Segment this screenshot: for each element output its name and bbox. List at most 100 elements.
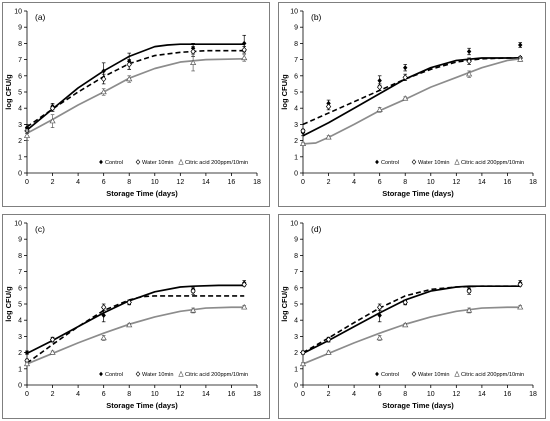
x-tick-label: 10 — [151, 391, 159, 398]
y-tick-label: 9 — [18, 237, 22, 244]
data-point — [49, 105, 56, 112]
x-tick-label: 16 — [504, 391, 512, 398]
x-tick-label: 12 — [176, 391, 184, 398]
x-tick-label: 4 — [352, 391, 356, 398]
x-tick-label: 12 — [452, 179, 460, 186]
x-tick-label: 12 — [176, 179, 184, 186]
legend-marker-3 — [178, 370, 184, 377]
data-point — [49, 349, 56, 355]
data-point — [24, 125, 30, 131]
y-tick-label: 4 — [18, 106, 22, 113]
data-point — [403, 65, 408, 71]
legend-marker-1 — [99, 371, 103, 377]
x-tick-label: 10 — [151, 179, 159, 186]
data-point — [402, 74, 408, 81]
x-axis-title: Storage Time (days) — [106, 401, 178, 410]
series-3-points — [299, 56, 524, 146]
fit-curve-1 — [26, 43, 245, 131]
data-point — [49, 117, 56, 124]
x-tick-label: 4 — [76, 179, 80, 186]
x-tick-label: 6 — [102, 391, 106, 398]
series-2-points — [300, 281, 523, 356]
y-tick-label: 6 — [18, 73, 22, 80]
chart-panel-d: 0 1 2 3 4 5 6 7 8 9 10 0 2 4 6 8 10 12 14 16 18 Storage Time … — [278, 214, 546, 419]
data-point — [466, 287, 472, 295]
fit-curve-3 — [302, 306, 521, 365]
legend-marker-3 — [454, 158, 460, 165]
y-tick-label: 7 — [18, 57, 22, 64]
chart-panel-b: 0 1 2 3 4 5 6 7 8 9 10 0 2 4 6 8 10 12 14 16 18 Storage Time … — [278, 2, 546, 207]
legend-marker-3 — [454, 370, 460, 377]
y-tick-label: 3 — [294, 122, 298, 129]
y-axis-title: log CFU/g — [4, 286, 13, 322]
y-tick-label: 10 — [14, 221, 22, 228]
data-point — [402, 95, 409, 101]
x-tick-label: 10 — [427, 179, 435, 186]
legend-label-1: Control — [105, 160, 123, 166]
x-tick-label: 14 — [478, 391, 486, 398]
data-point — [299, 140, 307, 146]
legend-label-3: Citric acid 200ppm/10min — [461, 372, 524, 378]
x-tick-label: 2 — [327, 391, 331, 398]
data-point — [101, 304, 107, 311]
y-tick-label: 9 — [294, 25, 298, 32]
data-point — [190, 59, 197, 65]
data-point — [377, 83, 383, 91]
data-point — [466, 58, 472, 65]
x-axis-title: Storage Time (days) — [106, 189, 178, 198]
data-point — [466, 307, 473, 313]
data-point — [376, 334, 383, 341]
data-point — [23, 132, 31, 138]
y-tick-label: 0 — [18, 383, 22, 390]
legend-label-1: Control — [105, 372, 123, 378]
y-tick-label: 7 — [18, 269, 22, 276]
y-tick-label: 5 — [18, 90, 22, 97]
x-tick-label: 2 — [51, 179, 55, 186]
y-tick-label: 4 — [294, 106, 298, 113]
x-tick-label: 8 — [403, 179, 407, 186]
y-tick-label: 5 — [294, 90, 298, 97]
x-tick-label: 2 — [51, 391, 55, 398]
data-point — [49, 336, 56, 343]
y-tick-label: 6 — [294, 73, 298, 80]
data-point — [126, 75, 133, 82]
fit-curve-2 — [26, 295, 245, 364]
x-tick-label: 16 — [228, 391, 236, 398]
data-point — [241, 46, 247, 54]
y-tick-label: 1 — [294, 366, 298, 373]
y-tick-label: 8 — [18, 253, 22, 260]
data-point — [377, 304, 383, 311]
data-point — [190, 287, 196, 295]
x-tick-label: 8 — [403, 391, 407, 398]
series-2-points — [300, 54, 523, 135]
x-tick-label: 6 — [102, 179, 106, 186]
y-tick-label: 9 — [18, 25, 22, 32]
panel-label: (d) — [311, 224, 322, 234]
legend-marker-2 — [135, 159, 141, 165]
chart-panel-c: 0 1 2 3 4 5 6 7 8 9 10 0 2 4 6 8 10 12 14 16 18 Storage Time … — [2, 214, 270, 419]
y-tick-label: 8 — [294, 41, 298, 48]
y-tick-label: 2 — [294, 138, 298, 145]
y-tick-label: 4 — [294, 318, 298, 325]
fit-curve-1 — [302, 285, 521, 355]
y-tick-label: 0 — [294, 171, 298, 178]
y-tick-label: 10 — [290, 221, 298, 228]
x-tick-label: 0 — [25, 391, 29, 398]
y-tick-label: 10 — [290, 9, 298, 16]
fit-curve-3 — [302, 57, 521, 145]
legend-label-1: Control — [381, 160, 399, 166]
fit-curve-2 — [302, 285, 521, 354]
series-1-points — [24, 280, 247, 356]
x-tick-label: 18 — [253, 179, 261, 186]
x-tick-label: 4 — [352, 179, 356, 186]
legend-label-3: Citric acid 200ppm/10min — [185, 160, 248, 166]
series-1-points — [300, 280, 523, 356]
y-tick-label: 6 — [18, 285, 22, 292]
data-point — [377, 78, 382, 84]
series-3-points — [299, 303, 524, 367]
data-point — [101, 68, 106, 74]
x-tick-label: 8 — [127, 179, 131, 186]
